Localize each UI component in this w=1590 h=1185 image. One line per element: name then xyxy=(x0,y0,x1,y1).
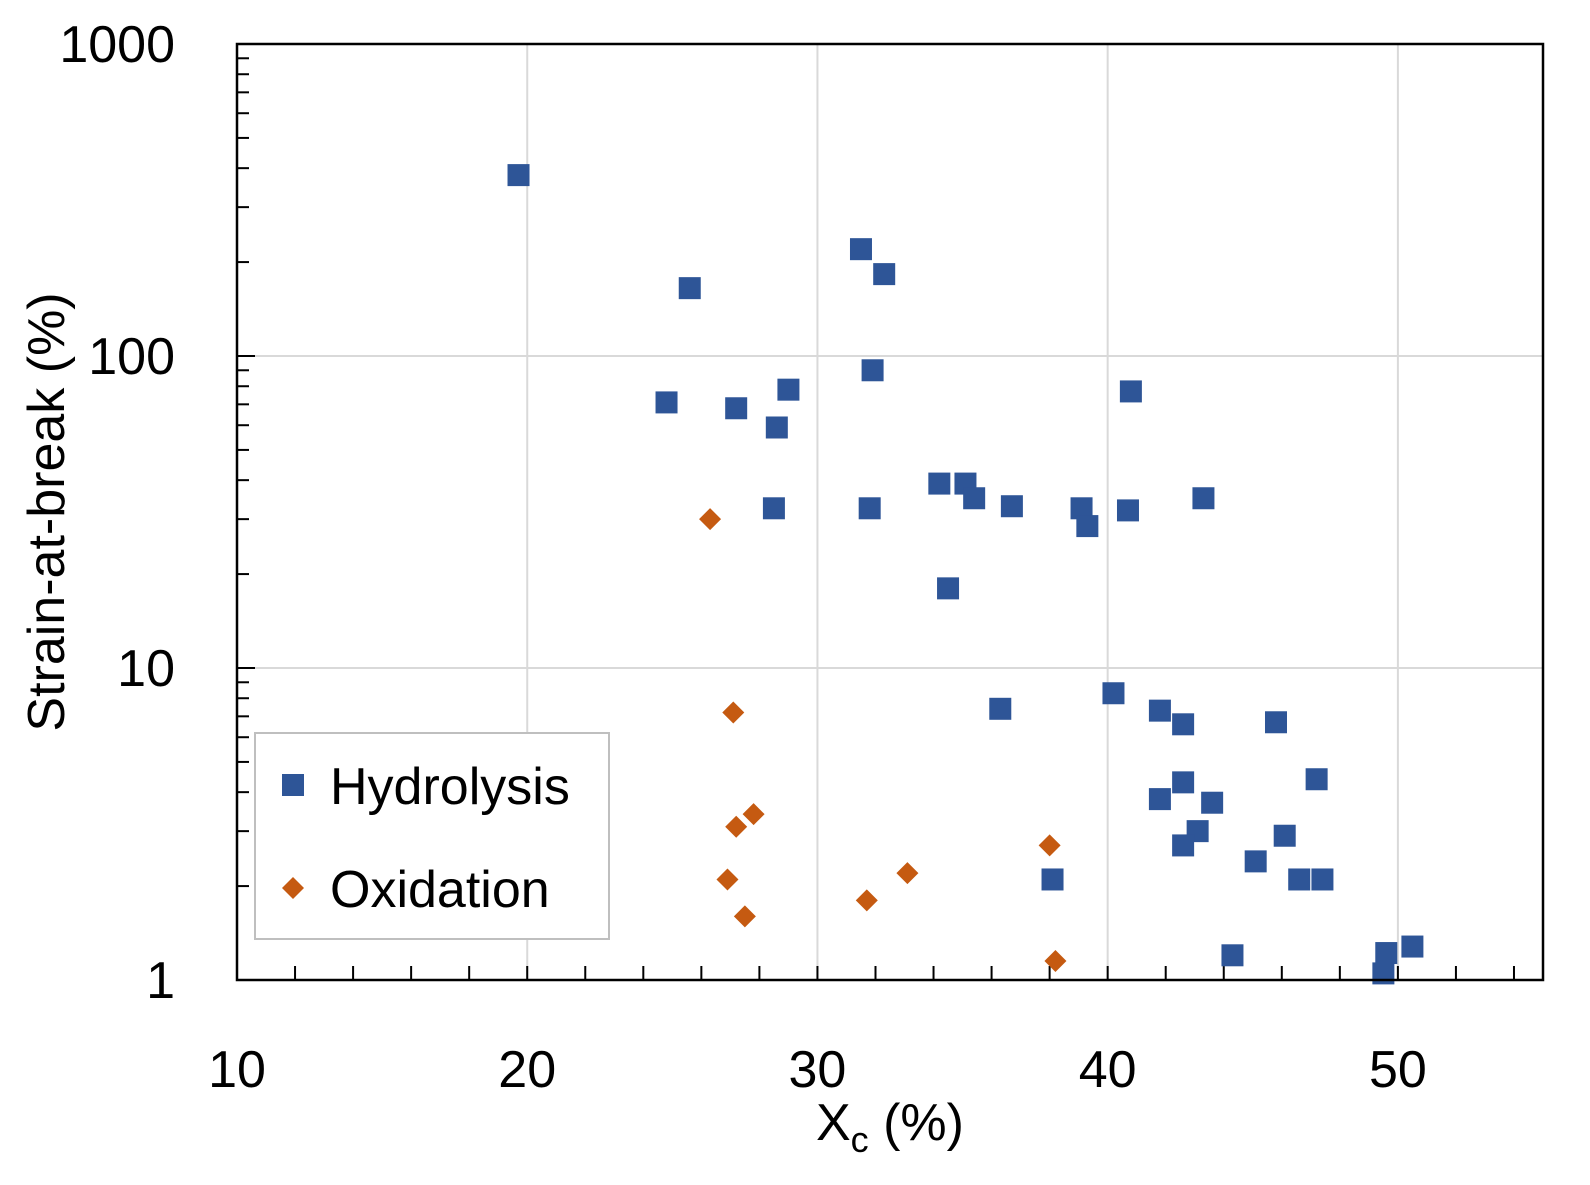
tick-labels: 10 20 30 40 50 1 10 100 1000 xyxy=(59,16,1426,1099)
y-axis-title: Strain-at-break (%) xyxy=(18,292,76,731)
hydrolysis-point xyxy=(937,577,960,600)
hydrolysis-point xyxy=(1201,791,1224,814)
x-axis-title-subscript: c xyxy=(851,1119,869,1160)
y-tick-label: 10 xyxy=(117,640,175,698)
hydrolysis-point xyxy=(1148,699,1171,722)
data-points xyxy=(507,164,1424,985)
hydrolysis-point xyxy=(678,277,701,300)
hydrolysis-point xyxy=(1288,868,1311,891)
hydrolysis-point xyxy=(765,416,788,439)
oxidation-point xyxy=(896,862,919,885)
x-axis-title-main: X xyxy=(816,1094,851,1152)
x-axis-title: Xc (%) xyxy=(816,1094,964,1160)
oxidation-point xyxy=(1038,834,1061,857)
hydrolysis-point xyxy=(1076,515,1099,538)
hydrolysis-point xyxy=(849,238,872,261)
hydrolysis-point xyxy=(1311,868,1334,891)
hydrolysis-point xyxy=(1264,711,1287,734)
hydrolysis-point xyxy=(1221,944,1244,967)
hydrolysis-point xyxy=(1119,380,1142,403)
hydrolysis-point xyxy=(1172,771,1195,794)
hydrolysis-point xyxy=(1273,824,1296,847)
hydrolysis-point xyxy=(1148,788,1171,811)
legend-box xyxy=(254,732,610,940)
hydrolysis-point xyxy=(1041,868,1064,891)
hydrolysis-point xyxy=(861,359,884,382)
oxidation-point xyxy=(699,508,722,531)
y-tick-label: 1000 xyxy=(59,16,175,74)
hydrolysis-point xyxy=(963,487,986,510)
hydrolysis-point xyxy=(777,378,800,401)
oxidation-point xyxy=(855,889,878,912)
x-tick-label: 40 xyxy=(1079,1041,1137,1099)
x-tick-label: 50 xyxy=(1369,1041,1427,1099)
legend-items: Hydrolysis Oxidation xyxy=(282,758,570,919)
oxidation-point xyxy=(716,868,739,891)
axis-ticks xyxy=(237,57,1515,980)
oxidation-point xyxy=(733,905,756,928)
hydrolysis-point xyxy=(725,397,748,420)
hydrolysis-point xyxy=(873,263,896,286)
oxidation-point xyxy=(722,701,745,724)
x-tick-label: 20 xyxy=(498,1041,556,1099)
y-tick-label: 100 xyxy=(88,328,175,386)
hydrolysis-point xyxy=(1172,713,1195,736)
hydrolysis-point xyxy=(507,164,530,187)
hydrolysis-point xyxy=(1192,487,1215,510)
hydrolysis-point xyxy=(1244,850,1267,873)
oxidation-point xyxy=(725,815,748,838)
oxidation-point xyxy=(1044,950,1067,973)
hydrolysis-point xyxy=(1000,495,1023,518)
hydrolysis-point xyxy=(762,497,785,520)
y-tick-label: 1 xyxy=(146,952,175,1010)
legend: Hydrolysis Oxidation xyxy=(254,732,610,940)
x-tick-label: 10 xyxy=(208,1041,266,1099)
hydrolysis-point xyxy=(1070,497,1093,520)
hydrolysis-point xyxy=(1116,499,1139,522)
hydrolysis-point xyxy=(1102,682,1125,705)
hydrolysis-point xyxy=(1375,942,1398,965)
hydrolysis-point xyxy=(1401,935,1424,958)
hydrolysis-point xyxy=(655,391,678,414)
x-tick-label: 30 xyxy=(789,1041,847,1099)
hydrolysis-point xyxy=(858,497,881,520)
legend-hydrolysis-marker xyxy=(282,774,304,796)
hydrolysis-point xyxy=(1305,768,1328,791)
hydrolysis-point xyxy=(989,697,1012,720)
legend-label: Oxidation xyxy=(330,861,550,919)
hydrolysis-point xyxy=(928,472,951,495)
hydrolysis-point xyxy=(1172,834,1195,857)
legend-oxidation-marker xyxy=(282,877,304,899)
plot-area-frame xyxy=(235,42,1545,982)
legend-label: Hydrolysis xyxy=(330,758,570,816)
x-axis-title-unit: (%) xyxy=(869,1094,964,1152)
oxidation-point xyxy=(742,803,765,826)
